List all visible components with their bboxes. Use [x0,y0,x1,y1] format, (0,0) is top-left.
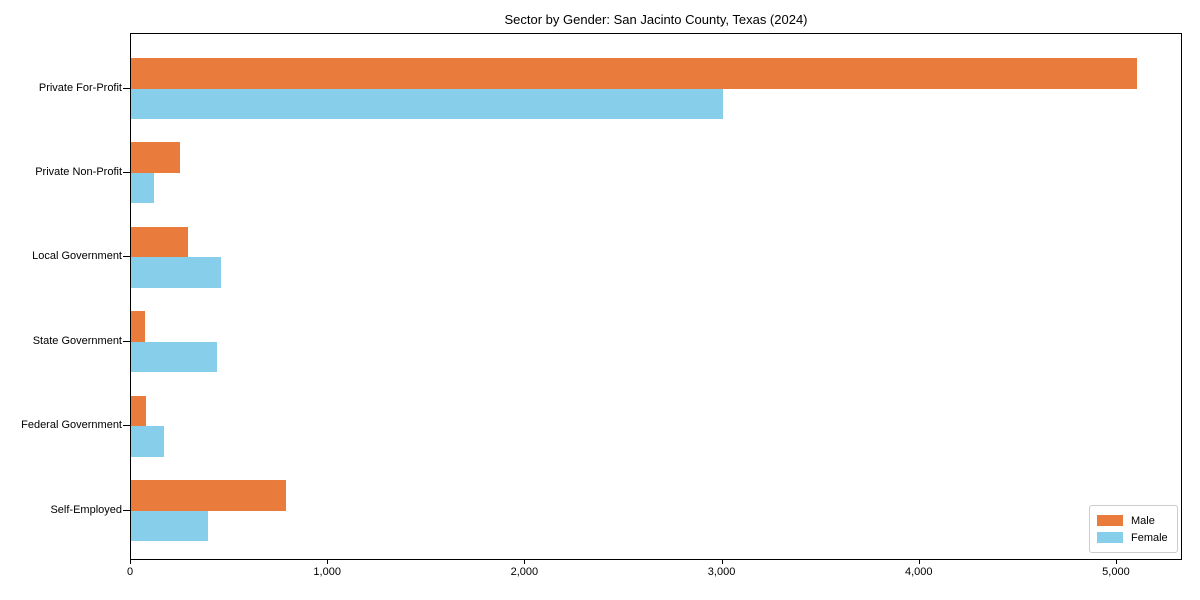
bar-male-federal-government [131,395,146,427]
y-tick-mark [123,340,130,342]
bar-female-self-employed [131,510,208,541]
x-tick-label: 0 [126,566,134,578]
y-tick-mark [123,171,130,173]
y-tick-mark [123,509,130,511]
bar-female-local-government [131,257,221,288]
y-axis-label: Private Non-Profit [35,165,122,178]
y-tick-mark [123,256,130,258]
bar-female-state-government [131,341,217,373]
y-tick-mark [123,425,130,427]
legend-entry-male: Male [1097,512,1169,529]
bar-male-self-employed [131,480,286,511]
x-tick-mark [1115,560,1117,564]
x-tick-mark [918,560,920,564]
bar-male-private-non-profit [131,142,181,173]
bar-male-private-for-profit [131,58,1137,89]
legend: Male Female [1089,505,1178,553]
bar-female-private-non-profit [131,172,154,204]
legend-label-female: Female [1131,531,1168,544]
bar-female-private-for-profit [131,88,723,119]
x-tick-label: 3,000 [707,566,736,578]
x-tick-mark [130,560,131,564]
chart-title: Sector by Gender: San Jacinto County, Te… [504,12,808,27]
bar-male-local-government [131,226,189,258]
x-tick-label: 5,000 [1102,566,1130,578]
y-axis-label: Local Government [32,250,122,263]
plot-area: Male Female [130,33,1182,560]
male-swatch-icon [1097,515,1123,526]
x-tick-mark [327,560,329,564]
bar-male-state-government [131,311,145,342]
y-axis-label: State Government [32,334,122,347]
y-axis-label: Self-Employed [50,503,122,516]
bar-female-federal-government [131,426,164,457]
x-tick-mark [721,560,723,564]
y-axis-label: Private For-Profit [38,81,122,94]
female-swatch-icon [1097,532,1123,543]
legend-entry-female: Female [1097,529,1169,546]
x-tick-label: 4,000 [904,566,933,578]
legend-label-male: Male [1131,514,1155,527]
y-tick-mark [123,87,130,89]
y-axis-label: Federal Government [21,419,122,432]
x-tick-mark [524,560,526,564]
x-tick-label: 1,000 [313,566,341,578]
x-tick-label: 2,000 [510,566,539,578]
